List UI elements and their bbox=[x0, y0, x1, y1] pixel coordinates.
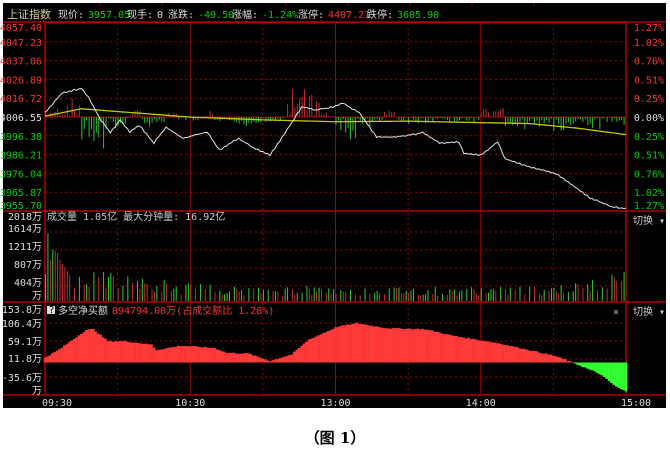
price-axis-label: 3955.70 bbox=[0, 201, 42, 212]
hand-value: 0 bbox=[157, 10, 163, 21]
close-icon[interactable]: × bbox=[613, 307, 619, 318]
pct-axis-label: 1.27% bbox=[634, 201, 664, 212]
net-axis-label: 106.4万 bbox=[2, 319, 42, 330]
volume-axis-label: 万 bbox=[32, 291, 42, 302]
price-axis-label: 4016.72 bbox=[0, 94, 42, 105]
time-axis-label: 15:00 bbox=[621, 398, 651, 409]
hand-label: 现手: bbox=[127, 8, 153, 21]
figure-caption: （图 1） bbox=[304, 429, 366, 447]
time-axis-label: 09:30 bbox=[42, 398, 72, 409]
price-axis-label: 4057.40 bbox=[0, 23, 42, 34]
limit-down-value: 3605.90 bbox=[397, 10, 439, 21]
volume-axis-label: 1211万 bbox=[8, 242, 42, 253]
pct-axis-label: 0.25% bbox=[634, 94, 664, 105]
limit-up-label: 涨停: bbox=[298, 8, 324, 21]
pct-axis-label: 0.51% bbox=[634, 151, 664, 162]
time-axis-label: 10:30 bbox=[175, 398, 205, 409]
price-axis-label: 3965.87 bbox=[0, 188, 42, 199]
time-axis-label: 13:00 bbox=[320, 398, 350, 409]
change-value: -49.50 bbox=[198, 10, 234, 21]
volume-axis-label: 404万 bbox=[14, 278, 42, 289]
time-axis-label: 14:00 bbox=[466, 398, 496, 409]
volume-axis-label: 807万 bbox=[14, 260, 42, 271]
pct-axis-label: 0.76% bbox=[634, 57, 664, 68]
price-line bbox=[44, 88, 627, 210]
price-axis-label: 4006.55 bbox=[0, 113, 42, 124]
limit-up-value: 4407.21 bbox=[328, 10, 370, 21]
volume-axis-label: 1614万 bbox=[8, 224, 42, 235]
price-label: 现价: bbox=[58, 9, 84, 21]
net-buy-area bbox=[43, 322, 628, 392]
axes: 4057.40 4047.23 4037.06 4026.89 4016.72 4006.… bbox=[0, 23, 664, 409]
volume-title: 成交量 1.05亿 最大分钟量: 16.92亿 bbox=[47, 210, 225, 223]
volume-switch-button[interactable]: 切换 ▾ bbox=[633, 214, 665, 227]
price-axis-label: 3986.21 bbox=[0, 151, 42, 162]
net-title: 多空净买额 bbox=[58, 304, 108, 317]
price-axis-label: 4037.06 bbox=[0, 57, 42, 68]
price-axis-label: 4026.89 bbox=[0, 75, 42, 86]
net-switch-button[interactable]: 切换 ▾ bbox=[633, 305, 665, 318]
average-price-line bbox=[44, 108, 627, 136]
net-axis-label: 万 bbox=[32, 386, 42, 397]
limit-down-label: 跌停: bbox=[367, 8, 393, 21]
pct-axis-label: 0.76% bbox=[634, 169, 664, 180]
net-axis-label: 59.1万 bbox=[8, 337, 42, 348]
help-icon[interactable] bbox=[47, 306, 55, 314]
pct-axis-label: 1.27% bbox=[634, 23, 664, 34]
pct-axis-label: 0.00% bbox=[634, 113, 664, 124]
index-name: 上证指数 bbox=[7, 7, 51, 21]
change-label: 涨跌: bbox=[168, 8, 194, 21]
pct-label: 涨幅: bbox=[232, 8, 258, 21]
volume-axis-label: 2018万 bbox=[8, 212, 42, 223]
quote-header: 上证指数 现价: 3957.05 现手: 0 涨跌: -49.50 涨幅: -1… bbox=[7, 7, 439, 21]
pct-axis-label: 1.02% bbox=[634, 38, 664, 49]
net-axis-label: 11.8万 bbox=[8, 354, 42, 365]
pct-axis-label: 0.25% bbox=[634, 132, 664, 143]
pct-value: -1.24% bbox=[262, 10, 298, 21]
net-axis-label: -35.6万 bbox=[2, 373, 42, 384]
help-icon-glyph: ? bbox=[49, 305, 55, 316]
price-value: 3957.05 bbox=[88, 10, 130, 21]
buy-sell-strength-bars bbox=[45, 88, 625, 149]
net-value: 894794.00万(占成交额比 1.28%) bbox=[112, 304, 274, 317]
pct-axis-label: 1.02% bbox=[634, 188, 664, 199]
price-axis-label: 3976.04 bbox=[0, 169, 42, 180]
price-axis-label: 4047.23 bbox=[0, 38, 42, 49]
net-axis-label: 153.8万 bbox=[2, 305, 42, 316]
price-axis-label: 3996.38 bbox=[0, 132, 42, 143]
volume-bars bbox=[45, 233, 625, 301]
pct-axis-label: 0.51% bbox=[634, 75, 664, 86]
